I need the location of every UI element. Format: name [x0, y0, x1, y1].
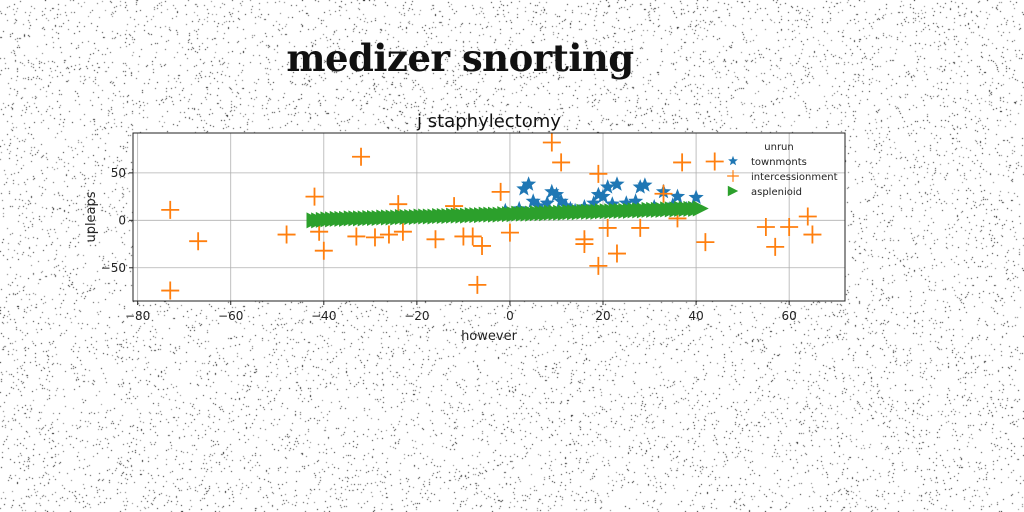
data-marks [161, 133, 822, 300]
x-tick-label: 60 [782, 309, 797, 323]
data-point [600, 179, 616, 194]
data-point [586, 195, 602, 210]
series-asplenioid [306, 200, 709, 229]
data-point [589, 256, 608, 275]
data-point [631, 218, 650, 237]
legend-marker [727, 170, 739, 182]
data-point [544, 183, 560, 199]
data-point [365, 228, 384, 247]
data-point [766, 237, 785, 256]
x-tick-label: 40 [688, 309, 703, 323]
data-point [314, 241, 333, 260]
data-point [539, 195, 555, 210]
data-point [553, 193, 569, 208]
data-point [352, 147, 371, 166]
data-point [473, 236, 492, 255]
data-point [525, 193, 541, 208]
plot-frame [132, 132, 846, 302]
data-point [688, 189, 704, 204]
data-point [558, 198, 574, 213]
data-point [305, 187, 324, 206]
x-tick-label: −60 [218, 309, 243, 323]
data-point [798, 207, 817, 226]
x-tick-label: 0 [506, 309, 514, 323]
legend-label: asplenioid [751, 187, 802, 198]
legend-marker [728, 155, 738, 166]
data-point [654, 184, 673, 203]
x-tick-label: 20 [595, 309, 610, 323]
data-point [803, 225, 822, 244]
data-point [516, 181, 532, 196]
data-point [468, 275, 487, 294]
data-point [604, 196, 620, 211]
y-tick-label: −50 [101, 261, 126, 275]
data-point [161, 200, 180, 219]
data-point [696, 233, 715, 252]
data-point [637, 177, 653, 192]
data-point [463, 227, 482, 246]
data-point [548, 186, 565, 202]
data-point [379, 225, 398, 244]
legend-label: townmonts [751, 157, 807, 168]
chart-title: j staphylectomy [416, 111, 561, 132]
x-tick-label: −80 [125, 309, 150, 323]
data-point [530, 198, 546, 213]
data-point [589, 164, 608, 183]
data-point [780, 217, 799, 236]
data-point [542, 133, 561, 152]
data-point [632, 179, 648, 194]
data-point [520, 176, 537, 191]
data-point [500, 223, 519, 242]
data-point [669, 188, 686, 204]
legend: unrun townmonts intercessionment asplenioi… [727, 142, 838, 198]
data-point [607, 244, 626, 263]
data-point [673, 153, 692, 172]
data-point [628, 193, 644, 208]
legend-title: unrun [764, 142, 793, 153]
ticks: −80 −60 −40 −20 0 20 40 60 −50 0 50 [101, 166, 797, 323]
data-point [347, 227, 366, 246]
x-tick-label: −20 [404, 309, 429, 323]
data-point [189, 232, 208, 251]
data-point [389, 195, 408, 214]
page-title: medizer snorting [286, 36, 634, 80]
data-point [277, 225, 296, 244]
y-tick-label: 50 [111, 166, 126, 180]
data-point [491, 182, 510, 201]
data-point [393, 222, 412, 241]
data-point [426, 230, 445, 249]
data-point [575, 235, 594, 254]
y-tick-label: 0 [118, 213, 126, 227]
x-axis-label: however [461, 329, 518, 344]
data-point [609, 176, 625, 191]
data-point [692, 200, 709, 217]
y-axis-label: upleaps [84, 191, 99, 242]
data-point [552, 153, 571, 172]
x-tick-label: −40 [311, 309, 336, 323]
legend-marker [727, 185, 739, 197]
data-point [756, 217, 775, 236]
data-point [618, 195, 634, 210]
legend-label: intercessionment [751, 172, 838, 183]
data-point [705, 152, 724, 171]
data-point [595, 188, 611, 204]
data-point [598, 218, 617, 237]
data-point [161, 281, 180, 300]
